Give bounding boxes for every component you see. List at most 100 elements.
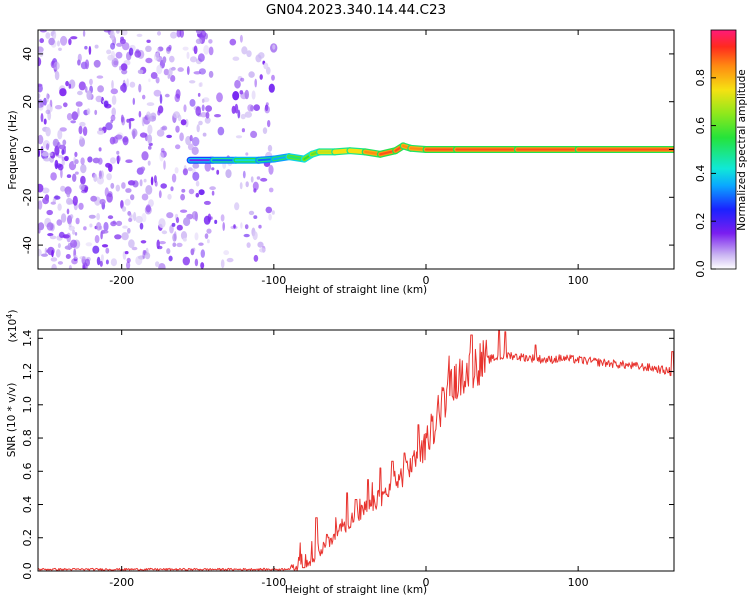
noise-speckle [41, 151, 49, 157]
noise-speckle [160, 150, 167, 158]
noise-speckle [110, 221, 117, 227]
noise-speckle [52, 198, 57, 203]
noise-speckle [158, 241, 166, 245]
noise-speckle [92, 245, 100, 254]
noise-speckle [54, 105, 63, 110]
noise-speckle [220, 214, 225, 222]
noise-speckle [206, 228, 212, 234]
noise-speckle [198, 189, 205, 196]
noise-speckle [243, 233, 250, 238]
noise-speckle [75, 171, 79, 175]
x-tick-label: 0 [422, 576, 429, 589]
noise-speckle [245, 152, 249, 156]
noise-speckle [226, 257, 234, 263]
noise-speckle [241, 128, 245, 133]
noise-speckle [205, 105, 213, 112]
noise-speckle [103, 30, 111, 33]
noise-speckle [57, 40, 60, 47]
noise-speckle [124, 198, 131, 206]
noise-speckle [268, 83, 275, 93]
noise-speckle [155, 261, 160, 267]
noise-speckle [257, 241, 264, 248]
noise-speckle [38, 57, 42, 67]
noise-speckle [231, 105, 236, 114]
noise-speckle [176, 224, 183, 231]
noise-speckle [229, 38, 237, 46]
noise-speckle [217, 126, 225, 136]
chart-title: GN04.2023.340.14.44.C23 [266, 2, 446, 18]
noise-speckle [252, 231, 258, 241]
noise-speckle [150, 72, 158, 79]
noise-speckle [182, 46, 189, 51]
noise-speckle [106, 49, 112, 55]
noise-speckle [94, 44, 99, 49]
noise-speckle [38, 83, 43, 87]
noise-speckle [169, 55, 175, 63]
noise-speckle [46, 92, 49, 103]
noise-speckle [124, 251, 129, 255]
noise-speckle [268, 187, 274, 193]
noise-speckle [110, 50, 116, 60]
noise-speckle [66, 191, 71, 198]
noise-speckle [46, 209, 53, 216]
noise-speckle [158, 190, 162, 199]
noise-speckle [171, 173, 177, 183]
noise-speckle [115, 134, 123, 140]
noise-speckle [186, 51, 190, 60]
noise-speckle [64, 186, 72, 195]
noise-speckle [129, 81, 136, 88]
noise-speckle [93, 59, 101, 68]
noise-speckle [192, 162, 200, 169]
x-tick-label: 100 [568, 576, 589, 589]
y-tick-label: 0.6 [21, 463, 34, 481]
noise-speckle [79, 256, 87, 260]
noise-speckle [55, 163, 62, 169]
noise-speckle [51, 263, 57, 269]
noise-speckle [58, 144, 66, 150]
x-tick-label: 0 [422, 274, 429, 287]
noise-speckle [116, 42, 123, 47]
noise-speckle [57, 243, 61, 249]
y-tick-label: 40 [21, 47, 34, 61]
noise-speckle [201, 104, 205, 112]
noise-speckle [83, 226, 87, 231]
noise-speckle [38, 134, 44, 145]
noise-speckle [189, 80, 196, 84]
noise-speckle [160, 183, 167, 189]
noise-speckle [253, 215, 258, 220]
noise-speckle [116, 30, 120, 34]
noise-speckle [42, 197, 49, 205]
noise-speckle [84, 45, 88, 50]
noise-speckle [109, 136, 116, 145]
noise-speckle [200, 249, 205, 258]
noise-speckle [111, 95, 117, 105]
y-tick-label: 0.8 [21, 429, 34, 447]
noise-speckle [85, 86, 88, 93]
noise-speckle [241, 46, 248, 55]
noise-speckle [56, 219, 63, 226]
noise-speckle [205, 111, 210, 119]
noise-speckle [264, 105, 271, 114]
noise-speckle [268, 164, 274, 175]
noise-speckle [208, 70, 214, 78]
noise-speckle [106, 173, 112, 181]
noise-speckle [207, 239, 210, 244]
noise-speckle [242, 170, 246, 179]
noise-speckle [190, 248, 195, 256]
noise-speckle [207, 213, 212, 223]
noise-speckle [121, 69, 128, 75]
noise-speckle [79, 121, 86, 127]
noise-speckle [139, 179, 143, 187]
noise-speckle [103, 221, 109, 232]
noise-speckle [234, 79, 241, 89]
noise-speckle [240, 77, 245, 82]
noise-speckle [57, 155, 64, 159]
x-tick-label: -100 [261, 274, 286, 287]
noise-speckle [110, 42, 116, 50]
noise-speckle [195, 38, 202, 45]
noise-speckle [244, 224, 249, 230]
signal-track-layer [186, 142, 674, 164]
noise-speckle [126, 261, 131, 269]
noise-speckle [131, 246, 138, 251]
noise-speckle [57, 129, 63, 140]
